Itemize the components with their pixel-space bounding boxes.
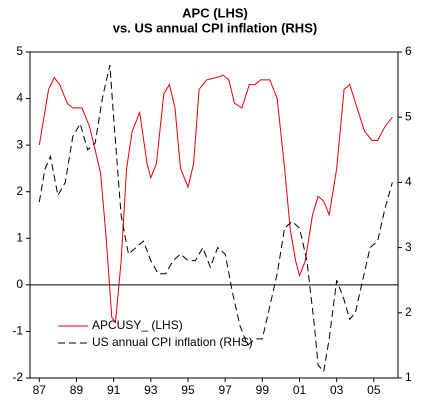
y-tick-label: 0 [16,277,23,291]
y-tick-label: 2 [16,184,23,198]
legend-label: APCUSY_ (LHS) [92,318,183,332]
x-tick-label: 01 [293,383,307,397]
y-tick-label: -1 [12,324,23,338]
series-line [38,64,393,373]
x-tick-label: 95 [181,383,195,397]
y2-tick-label: 1 [405,370,412,384]
y-tick-label: -2 [12,370,23,384]
x-tick-label: 87 [33,383,47,397]
y2-tick-label: 3 [405,240,412,254]
y-tick-label: 3 [16,137,23,151]
chart-title: APC (LHS) [182,5,248,20]
x-tick-label: 93 [144,383,158,397]
y2-tick-label: 4 [405,175,412,189]
y-tick-label: 5 [16,44,23,58]
y2-tick-label: 2 [405,305,412,319]
x-tick-label: 97 [218,383,232,397]
y2-tick-label: 6 [405,44,412,58]
series-line [38,74,393,324]
x-tick-label: 05 [367,383,381,397]
x-tick-label: 91 [107,383,121,397]
plot-frame [29,51,399,379]
x-tick-label: 03 [330,383,344,397]
x-tick-label: 99 [256,383,270,397]
y2-tick-label: 5 [405,109,412,123]
legend-label: US annual CPI inflation (RHS) [92,335,253,349]
x-tick-label: 89 [70,383,84,397]
chart-subtitle: vs. US annual CPI inflation (RHS) [113,20,317,35]
y-tick-label: 1 [16,230,23,244]
y-tick-label: 4 [16,91,23,105]
